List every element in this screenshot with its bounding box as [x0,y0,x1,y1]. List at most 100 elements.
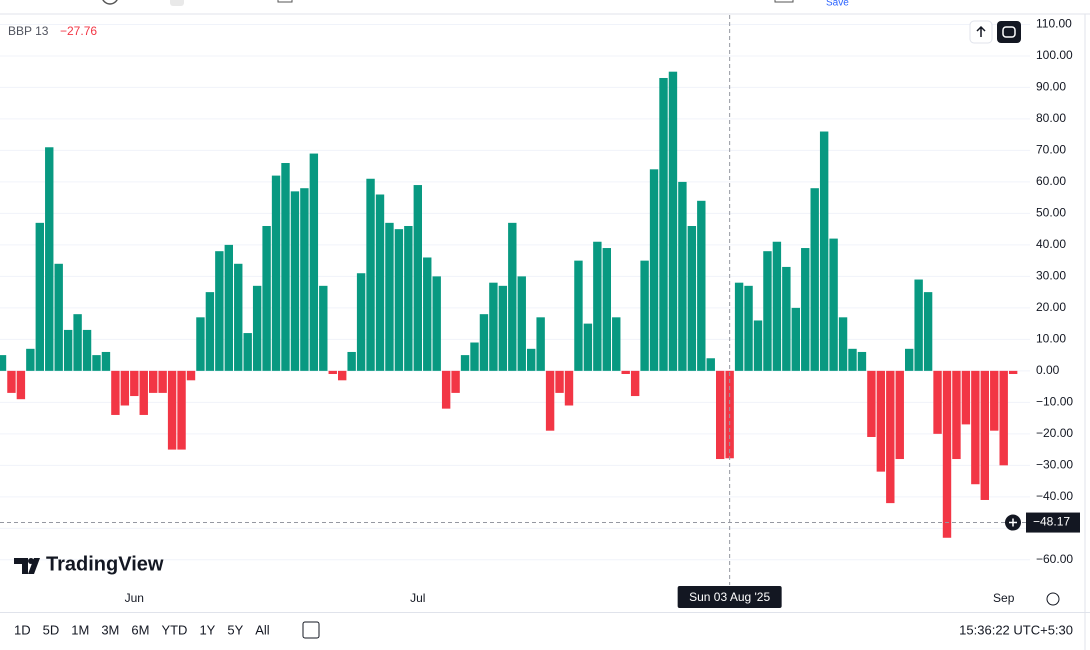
bar [177,370,186,450]
bar [649,169,659,371]
range-button[interactable]: All [255,622,270,637]
bar [527,348,536,371]
bar [697,200,706,371]
bar [867,370,876,437]
toolbar-icon[interactable] [102,0,118,5]
bar [763,251,772,371]
bar [678,181,687,371]
bar [186,370,196,381]
bar [224,244,233,371]
bar [933,370,942,434]
bar [602,248,611,371]
bar [82,329,92,371]
bar [319,285,328,371]
x-tick-label: Jul [410,591,425,605]
range-button[interactable]: 1Y [199,622,215,637]
y-tick-label: −30.00 [1036,458,1073,472]
range-button[interactable]: YTD [161,622,187,637]
bar [801,248,810,371]
bar [574,260,583,371]
bar [92,355,101,371]
clock[interactable]: 15:36:22 UTC+5:30 [959,622,1073,637]
toolbar-button[interactable] [170,0,184,6]
bar [659,77,668,371]
bar [120,370,130,406]
bar [489,282,498,371]
bar [16,370,26,400]
bar [706,358,715,371]
bar [243,333,252,371]
bar [687,225,697,371]
range-button[interactable]: 5D [43,622,60,637]
y-tick-label: −60.00 [1036,552,1073,566]
bar [394,229,404,371]
bar [517,276,526,371]
bar [328,370,337,375]
bar [300,188,309,371]
range-button[interactable]: 5Y [227,622,243,637]
bar [744,285,753,371]
bar [791,307,800,371]
bar [886,370,895,504]
y-tick-label: 20.00 [1036,300,1066,314]
range-button[interactable]: 1M [71,622,89,637]
bar [432,276,441,371]
bar [857,351,867,371]
y-tick-label: 70.00 [1036,143,1066,157]
y-tick-label: 100.00 [1036,48,1073,62]
toolbar-icon[interactable] [277,0,293,3]
settings-icon[interactable] [1046,592,1060,606]
range-button[interactable]: 1D [14,622,31,637]
y-tick-label: −40.00 [1036,489,1073,503]
bar [413,185,422,371]
bar [101,351,111,371]
bar [772,241,782,371]
bar [621,370,630,375]
bar [753,320,763,371]
y-tick-label: 50.00 [1036,206,1066,220]
bar [205,292,215,371]
bottom-toolbar: 1D 5D 1M 3M 6M YTD 1Y 5Y All [14,622,270,637]
bar [1008,370,1018,375]
bar [942,370,952,538]
toolbar-icon[interactable] [774,0,794,3]
bar [7,370,16,393]
bar [130,370,139,397]
y-tick-label: −20.00 [1036,426,1073,440]
bar [545,370,555,431]
bar [583,323,593,371]
indicator-value: −27.76 [60,24,97,38]
bar [470,342,479,371]
logo-dot [28,558,34,564]
bar [999,370,1008,466]
y-tick-label: 80.00 [1036,111,1066,125]
bar [139,370,148,415]
save-label[interactable]: Save [826,0,849,9]
range-button[interactable]: 6M [131,622,149,637]
bar [734,282,744,371]
bar [971,370,980,485]
bar [668,71,678,371]
y-tick-label: −10.00 [1036,395,1073,409]
bar [290,191,300,371]
bar [819,131,829,371]
bar [252,285,262,371]
y-tick-label: 40.00 [1036,237,1066,251]
bar [895,370,904,460]
bar [716,370,725,460]
range-button[interactable]: 3M [101,622,119,637]
logo-text: TradingView [46,553,164,575]
bar [838,317,848,371]
date-range-icon[interactable] [302,621,320,639]
bar [45,147,54,371]
bar [149,370,158,393]
maximize-icon [1002,26,1016,38]
maximize-button[interactable] [997,21,1021,43]
plus-icon [1009,518,1017,527]
bar [980,370,989,500]
bar [990,370,999,431]
bar [196,317,205,371]
bar [564,370,574,406]
